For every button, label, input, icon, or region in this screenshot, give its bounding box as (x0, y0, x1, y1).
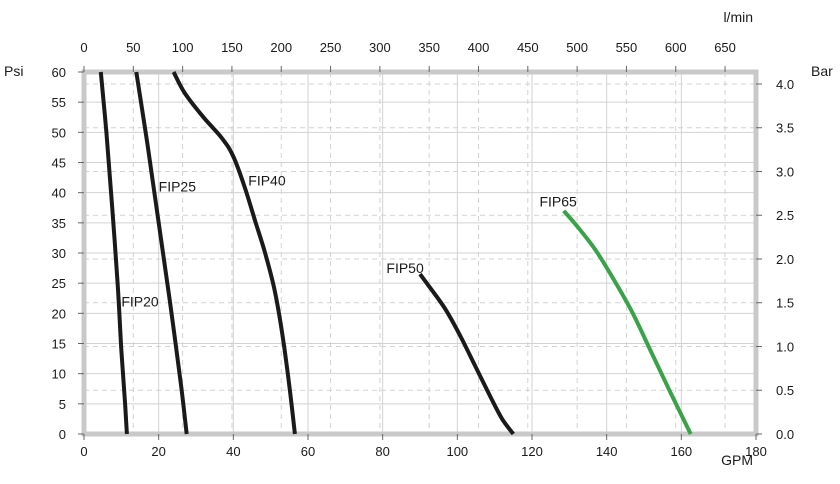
series-label-fip40: FIP40 (248, 173, 286, 189)
series-line-fip20 (98, 71, 129, 435)
bar-tick-label: 1.5 (776, 296, 794, 311)
gpm-tick-label: 40 (226, 444, 240, 459)
series-line-fip50 (418, 272, 515, 436)
gpm-axis-ticks: 0 20 40 60 80 100 120 140 160 180 (80, 444, 766, 459)
series-label-fip20: FIP20 (121, 293, 159, 309)
psi-tick-label: 15 (52, 337, 66, 352)
lmin-tick-label: 50 (126, 40, 140, 55)
psi-tick-label: 25 (52, 276, 66, 291)
lmin-tick-label: 150 (221, 40, 243, 55)
psi-tick-label: 55 (52, 95, 66, 110)
lmin-tick-label: 550 (616, 40, 638, 55)
gpm-tick-label: 140 (596, 444, 618, 459)
lmin-tick-label: 300 (369, 40, 391, 55)
series-label-fip65: FIP65 (539, 194, 577, 210)
lmin-tick-label: 250 (320, 40, 342, 55)
series-labels: FIP20 FIP25 FIP40 FIP50 FIP65 (121, 173, 577, 310)
lmin-tick-label: 0 (80, 40, 87, 55)
gpm-tick-label: 180 (745, 444, 767, 459)
lmin-tick-label: 600 (665, 40, 687, 55)
bar-tick-label: 2.0 (776, 252, 794, 267)
gpm-tick-label: 120 (521, 444, 543, 459)
psi-tick-label: 40 (52, 186, 66, 201)
bar-axis-ticks: 0.0 0.5 1.0 1.5 2.0 2.5 3.0 3.5 4.0 (776, 77, 794, 442)
series-label-fip25: FIP25 (159, 179, 197, 195)
lmin-axis-ticks: 0 50 100 150 200 250 300 350 400 450 500 550 600 650 (80, 40, 736, 55)
series-line-fip40 (171, 71, 297, 435)
series-line-fip65 (562, 209, 693, 435)
psi-tick-label: 35 (52, 216, 66, 231)
lmin-tick-label: 100 (172, 40, 194, 55)
gpm-tick-label: 80 (375, 444, 389, 459)
lmin-axis-label: l/min (723, 9, 753, 25)
bar-tick-label: 4.0 (776, 77, 794, 92)
psi-tick-label: 10 (52, 367, 66, 382)
gpm-tick-label: 100 (446, 444, 468, 459)
lmin-tick-label: 350 (418, 40, 440, 55)
psi-tick-label: 50 (52, 125, 66, 140)
psi-tick-label: 60 (52, 65, 66, 80)
series (98, 71, 693, 436)
gpm-axis-label: GPM (721, 452, 753, 468)
psi-tick-label: 30 (52, 246, 66, 261)
gpm-tick-label: 20 (151, 444, 165, 459)
tick-marks (78, 66, 762, 440)
bar-tick-label: 2.5 (776, 208, 794, 223)
series-label-fip50: FIP50 (386, 260, 424, 276)
lmin-tick-label: 500 (566, 40, 588, 55)
gpm-tick-label: 60 (301, 444, 315, 459)
lmin-tick-label: 450 (517, 40, 539, 55)
bar-axis-label: Bar (811, 63, 833, 79)
psi-axis-label: Psi (4, 63, 23, 79)
bar-tick-label: 0.0 (776, 427, 794, 442)
psi-axis-ticks: 0 5 10 15 20 25 30 35 40 45 50 55 60 (52, 65, 66, 442)
psi-tick-label: 0 (59, 427, 66, 442)
lmin-tick-label: 200 (270, 40, 292, 55)
bar-tick-label: 1.0 (776, 339, 794, 354)
psi-tick-label: 45 (52, 156, 66, 171)
psi-tick-label: 20 (52, 306, 66, 321)
lmin-tick-label: 650 (714, 40, 736, 55)
psi-tick-label: 5 (59, 397, 66, 412)
grid (84, 72, 756, 434)
bar-tick-label: 3.5 (776, 121, 794, 136)
series-line-fip25 (134, 71, 189, 435)
bar-tick-label: 0.5 (776, 383, 794, 398)
gpm-tick-label: 160 (670, 444, 692, 459)
gpm-tick-label: 0 (80, 444, 87, 459)
bar-tick-label: 3.0 (776, 164, 794, 179)
lmin-tick-label: 400 (468, 40, 490, 55)
